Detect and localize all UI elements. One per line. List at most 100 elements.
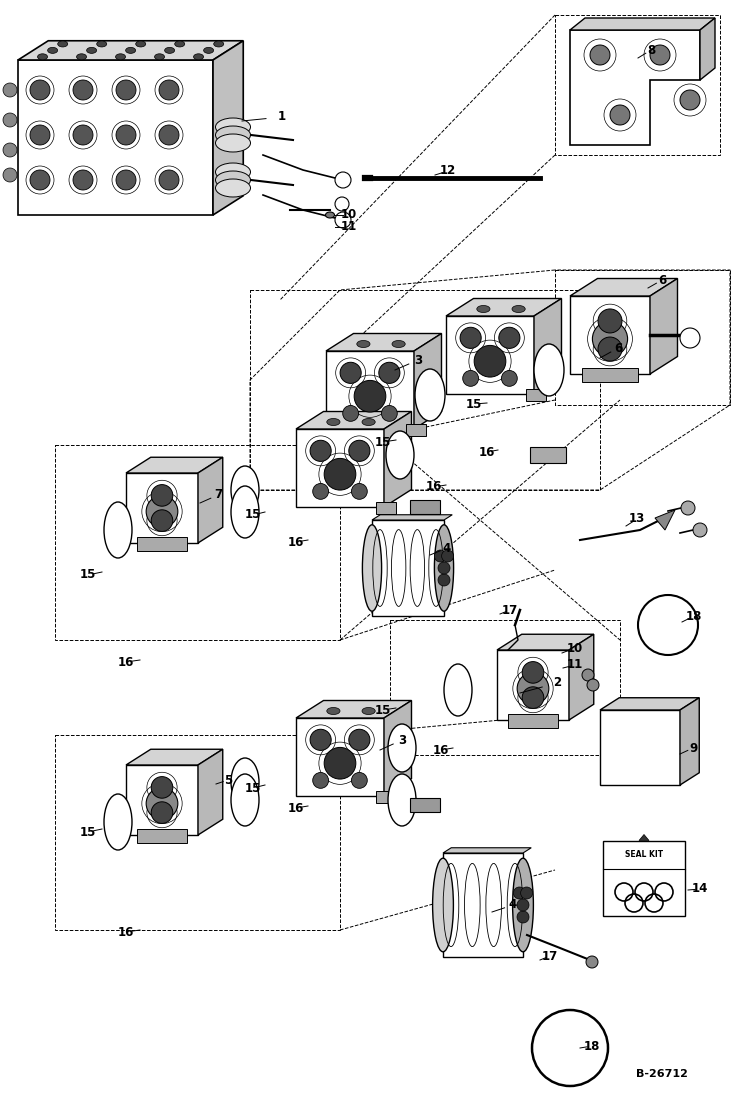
Circle shape	[151, 510, 173, 531]
Circle shape	[610, 105, 630, 125]
Bar	[603, 840, 685, 916]
Text: 18: 18	[583, 1040, 600, 1052]
Ellipse shape	[392, 340, 405, 348]
Text: 6: 6	[614, 341, 622, 354]
Circle shape	[598, 309, 622, 333]
Text: 2: 2	[553, 677, 561, 690]
Polygon shape	[18, 41, 243, 60]
Circle shape	[3, 168, 17, 182]
Ellipse shape	[97, 41, 106, 47]
Text: 1: 1	[278, 111, 286, 124]
Polygon shape	[443, 848, 531, 853]
Circle shape	[351, 772, 367, 789]
Ellipse shape	[512, 858, 533, 952]
Circle shape	[30, 170, 50, 190]
Circle shape	[680, 328, 700, 348]
Ellipse shape	[327, 418, 340, 426]
Bar	[582, 367, 638, 382]
Polygon shape	[534, 298, 562, 394]
Ellipse shape	[231, 774, 259, 826]
Ellipse shape	[388, 724, 416, 772]
Circle shape	[116, 125, 136, 145]
Circle shape	[379, 362, 400, 383]
Ellipse shape	[231, 758, 259, 806]
Text: 16: 16	[479, 445, 495, 459]
Ellipse shape	[126, 47, 136, 54]
Polygon shape	[497, 634, 594, 651]
Text: 16: 16	[433, 744, 449, 757]
Circle shape	[349, 730, 370, 750]
Text: 11: 11	[567, 658, 583, 671]
Text: 4: 4	[443, 542, 451, 554]
Circle shape	[310, 440, 331, 462]
Circle shape	[521, 887, 533, 900]
Ellipse shape	[477, 305, 490, 313]
Circle shape	[310, 730, 331, 750]
Ellipse shape	[104, 502, 132, 558]
Circle shape	[351, 484, 367, 499]
Circle shape	[335, 197, 349, 211]
Polygon shape	[497, 651, 569, 720]
Circle shape	[438, 562, 450, 574]
Polygon shape	[600, 710, 680, 785]
Polygon shape	[296, 411, 411, 429]
Text: 10: 10	[341, 208, 357, 222]
Ellipse shape	[216, 118, 250, 136]
Ellipse shape	[216, 171, 250, 189]
Circle shape	[335, 212, 351, 228]
Text: 13: 13	[629, 512, 645, 525]
Bar	[530, 446, 566, 463]
Circle shape	[522, 687, 544, 709]
Circle shape	[340, 362, 361, 383]
Polygon shape	[655, 510, 675, 530]
Bar	[526, 389, 546, 402]
Polygon shape	[570, 279, 678, 296]
Circle shape	[159, 170, 179, 190]
Text: 12: 12	[440, 165, 456, 178]
Text: 3: 3	[398, 734, 406, 746]
Bar	[137, 538, 187, 551]
Circle shape	[693, 523, 707, 538]
Polygon shape	[296, 701, 411, 719]
Circle shape	[638, 595, 698, 655]
Polygon shape	[446, 298, 562, 316]
Polygon shape	[126, 765, 198, 835]
Ellipse shape	[154, 54, 165, 60]
Text: 15: 15	[245, 509, 261, 521]
Circle shape	[3, 143, 17, 157]
Text: 16: 16	[118, 656, 134, 668]
Text: 15: 15	[245, 781, 261, 794]
Ellipse shape	[362, 708, 375, 714]
Circle shape	[532, 1010, 608, 1086]
Ellipse shape	[136, 41, 146, 47]
Circle shape	[517, 900, 529, 911]
Ellipse shape	[415, 369, 445, 421]
Circle shape	[151, 485, 173, 506]
Ellipse shape	[175, 41, 185, 47]
Bar	[376, 502, 396, 514]
Text: 15: 15	[80, 568, 96, 581]
Ellipse shape	[434, 524, 454, 611]
Circle shape	[442, 550, 454, 562]
Ellipse shape	[433, 858, 453, 952]
Ellipse shape	[231, 466, 259, 514]
Circle shape	[434, 550, 446, 562]
Text: 17: 17	[502, 603, 518, 617]
Circle shape	[517, 911, 529, 923]
Text: 3: 3	[414, 353, 422, 366]
Circle shape	[73, 170, 93, 190]
Polygon shape	[414, 333, 441, 429]
Circle shape	[324, 459, 356, 490]
Circle shape	[73, 80, 93, 100]
Text: 15: 15	[80, 826, 96, 838]
Circle shape	[313, 484, 329, 499]
Ellipse shape	[363, 524, 381, 611]
Text: SEAL KIT: SEAL KIT	[625, 850, 663, 859]
Text: 11: 11	[341, 220, 357, 234]
Polygon shape	[570, 30, 700, 145]
Ellipse shape	[204, 47, 213, 54]
Circle shape	[343, 406, 359, 421]
Polygon shape	[680, 698, 700, 785]
Polygon shape	[326, 351, 414, 429]
Circle shape	[116, 80, 136, 100]
